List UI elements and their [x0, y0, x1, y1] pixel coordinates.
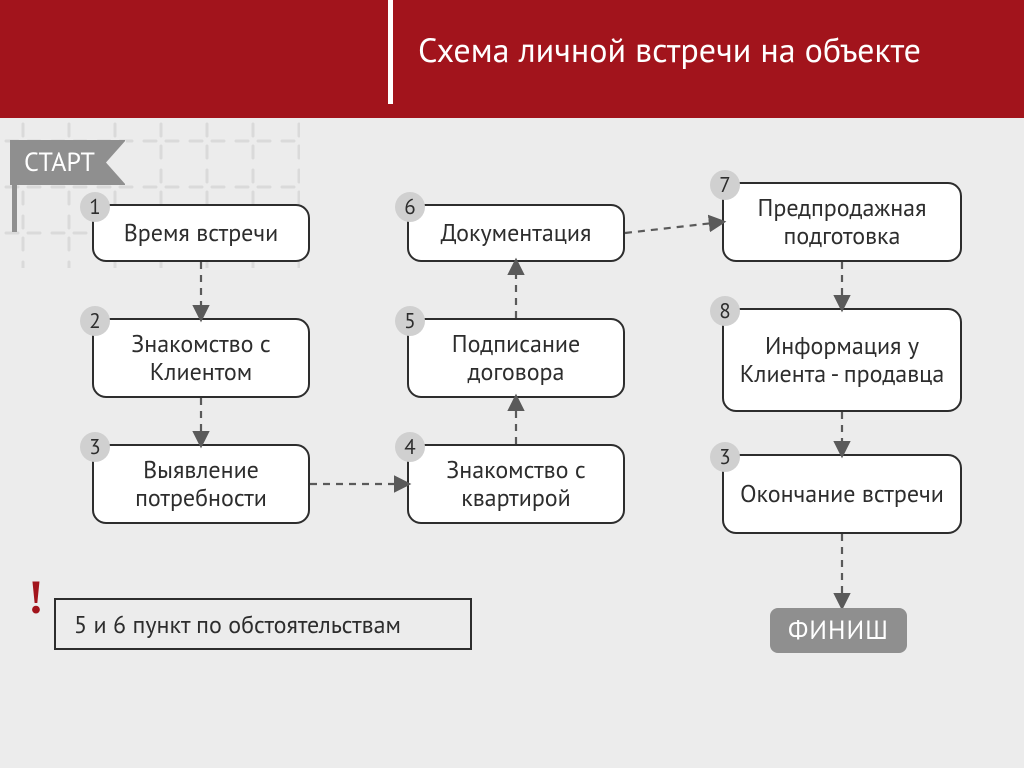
flow-node-label: Знакомство с Клиентом: [102, 330, 300, 385]
flow-node-label: Информация у Клиента - продавца: [732, 332, 952, 387]
flow-node-number-badge: 3: [80, 432, 110, 462]
flow-node-label: Время встречи: [124, 219, 279, 247]
diagram-area: СТАРТ Время встречи1Знакомство с Клиенто…: [0, 118, 1024, 768]
flow-node-number-badge: 3: [710, 442, 740, 472]
flow-node-label: Предпродажная подготовка: [732, 194, 952, 249]
note-box: 5 и 6 пункт по обстоятельствам: [54, 598, 472, 650]
flow-node-label: Документация: [441, 219, 592, 247]
flow-node-n1: Время встречи1: [92, 204, 310, 262]
flow-node-label: Окончание встречи: [740, 480, 944, 508]
flow-node-n7: Предпродажная подготовка7: [722, 182, 962, 262]
flow-node-number-badge: 7: [710, 170, 740, 200]
flow-node-n2: Знакомство с Клиентом2: [92, 318, 310, 398]
flow-node-number-badge: 6: [395, 192, 425, 222]
slide-root: Схема личной встречи на объекте СТАРТ Вр…: [0, 0, 1024, 768]
flow-node-number-badge: 4: [395, 432, 425, 462]
flow-node-n8: Информация у Клиента - продавца8: [722, 308, 962, 412]
flow-node-n6: Документация6: [407, 204, 625, 262]
flow-node-number-badge: 8: [710, 296, 740, 326]
slide-title: Схема личной встречи на объекте: [418, 28, 921, 72]
flow-node-label: Знакомство с квартирой: [417, 456, 615, 511]
finish-pill: ФИНИШ: [770, 608, 907, 653]
start-flag-label: СТАРТ: [10, 140, 125, 185]
start-flag: СТАРТ: [10, 140, 125, 185]
flow-edge: [625, 222, 722, 233]
flow-node-number-badge: 1: [80, 192, 110, 222]
flow-node-n9: Окончание встречи3: [722, 454, 962, 534]
flow-node-n4: Знакомство с квартирой4: [407, 444, 625, 524]
note-text: 5 и 6 пункт по обстоятельствам: [74, 609, 401, 640]
flow-node-label: Подписание договора: [417, 330, 615, 385]
flow-node-number-badge: 5: [395, 306, 425, 336]
header-divider: [388, 0, 393, 104]
flow-node-label: Выявление потребности: [102, 456, 300, 511]
flow-node-n3: Выявление потребности3: [92, 444, 310, 524]
header-bar: Схема личной встречи на объекте: [0, 0, 1024, 118]
flow-node-n5: Подписание договора5: [407, 318, 625, 398]
note-exclaim-icon: !: [28, 570, 44, 625]
flow-node-number-badge: 2: [80, 306, 110, 336]
